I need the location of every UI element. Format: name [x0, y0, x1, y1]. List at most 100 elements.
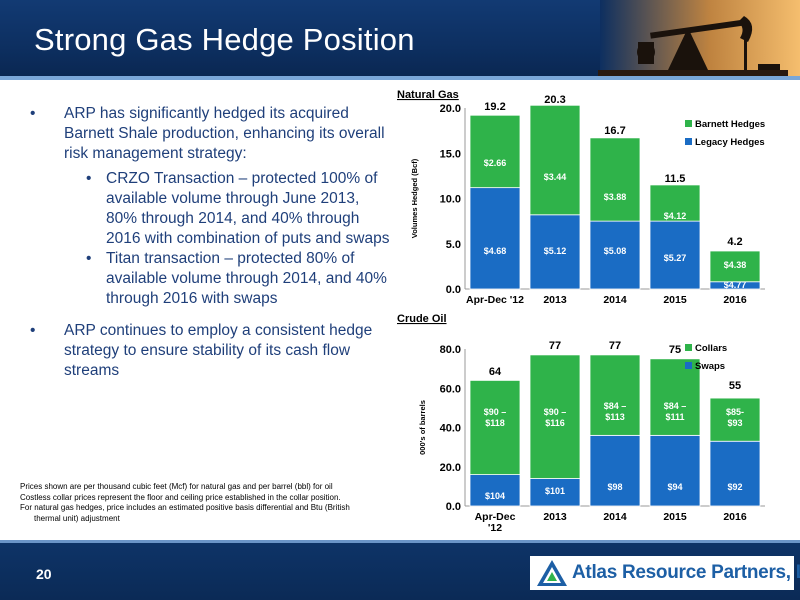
- slide-header: Strong Gas Hedge Position: [0, 0, 800, 80]
- data-label: $84 –: [664, 401, 687, 411]
- y-axis-label: 000's of barrels: [418, 400, 427, 455]
- data-label: $104: [485, 491, 505, 501]
- bar-legacy-hedges: [529, 214, 581, 290]
- data-label: $118: [485, 418, 505, 428]
- x-tick-label: Apr-Dec '12: [466, 294, 524, 306]
- x-tick-label: 2016: [723, 294, 747, 306]
- data-label: $4.68: [484, 246, 507, 256]
- footnote: thermal unit) adjustment: [34, 513, 120, 523]
- legend-swatch: [685, 362, 692, 369]
- x-tick-label: 2013: [543, 294, 567, 306]
- total-label: 64: [489, 366, 502, 378]
- total-label: 20.3: [544, 94, 565, 106]
- data-label: $2.66: [484, 158, 507, 168]
- footnotes: Prices shown are per thousand cubic feet…: [20, 482, 400, 524]
- bar-collars: [529, 354, 581, 479]
- chart-title: Crude Oil: [397, 313, 447, 325]
- bullet-icon: •: [30, 322, 36, 339]
- data-label: $93: [727, 418, 742, 428]
- data-label: $90 –: [484, 407, 507, 417]
- bar-collars: [649, 358, 701, 436]
- data-label: $4.77: [724, 280, 747, 290]
- data-label: $5.08: [604, 246, 627, 256]
- total-label: 55: [729, 380, 741, 392]
- y-tick-label: 10.0: [440, 194, 461, 206]
- data-label: $4.38: [724, 260, 747, 270]
- legend-label: Collars: [695, 343, 727, 354]
- bullet-text: ARP has significantly hedged its acquire…: [64, 105, 385, 162]
- data-label: $111: [665, 412, 684, 422]
- chart-title: Natural Gas: [397, 89, 459, 101]
- data-label: $90 –: [544, 407, 567, 417]
- sub-bullet-item: • CRZO Transaction – protected 100% of a…: [20, 169, 390, 249]
- sub-bullet-item: • Titan transaction – protected 80% of a…: [20, 249, 390, 309]
- data-label: $85-: [726, 407, 744, 417]
- x-tick-label: 2015: [663, 511, 687, 523]
- y-tick-label: 15.0: [440, 148, 461, 160]
- x-tick-label: 2014: [603, 511, 627, 523]
- total-label: 77: [549, 340, 561, 352]
- total-label: 16.7: [604, 125, 625, 137]
- data-label: $5.27: [664, 253, 687, 263]
- data-label: $4.12: [664, 211, 687, 221]
- bar-barnett-hedges: [709, 250, 761, 283]
- page-number: 20: [36, 566, 52, 582]
- natural-gas-chart: Natural Gas Volumes Hedged (Bcf) 0.0 5.0 10.…: [397, 89, 765, 306]
- y-axis-label: Volumes Hedged (Bcf): [410, 158, 419, 238]
- legend-label: Barnett Hedges: [695, 119, 765, 130]
- y-tick-label: 5.0: [446, 239, 461, 251]
- bar-swaps: [589, 434, 641, 507]
- bar-swaps: [649, 434, 701, 507]
- y-tick-label: 80.0: [440, 344, 461, 356]
- legend-label: Swaps: [695, 361, 725, 372]
- data-label: $5.12: [544, 246, 567, 256]
- legend-swatch: [685, 344, 692, 351]
- total-label: 11.5: [665, 173, 686, 185]
- footnote: For natural gas hedges, price includes a…: [20, 503, 350, 512]
- atlas-logo-icon: [537, 560, 567, 586]
- total-label: 77: [609, 340, 621, 352]
- company-logo: Atlas Resource Partners, L.P.: [530, 556, 800, 590]
- company-name: Atlas Resource Partners, L.P.: [572, 562, 800, 583]
- data-label: $101: [545, 486, 565, 496]
- bar-collars: [469, 380, 521, 475]
- data-label: $98: [607, 482, 622, 492]
- data-label: $116: [545, 418, 565, 428]
- bullet-list: • ARP has significantly hedged its acqui…: [20, 104, 390, 383]
- oil-pumpjack-icon: [598, 16, 788, 78]
- bullet-icon: •: [30, 105, 36, 122]
- bullet-icon: •: [86, 170, 92, 187]
- bar-barnett-hedges: [469, 114, 521, 189]
- y-tick-label: 0.0: [446, 284, 461, 296]
- x-tick-label: 2014: [603, 294, 627, 306]
- slide-title: Strong Gas Hedge Position: [34, 22, 415, 57]
- y-tick-label: 20.0: [440, 462, 461, 474]
- data-label: $3.88: [604, 192, 627, 202]
- data-label: $3.44: [544, 172, 567, 182]
- footer-stripe: [0, 540, 800, 543]
- data-label: $94: [667, 482, 682, 492]
- bar-legacy-hedges: [649, 220, 701, 290]
- y-tick-label: 0.0: [446, 501, 461, 513]
- y-tick-label: 40.0: [440, 423, 461, 435]
- bullet-item: • ARP continues to employ a consistent h…: [20, 321, 390, 381]
- y-tick-label: 60.0: [440, 383, 461, 395]
- x-tick-label: 2013: [543, 511, 567, 523]
- x-tick-label: '12: [488, 522, 502, 534]
- total-label: 75: [669, 344, 681, 356]
- legend-swatch: [685, 138, 692, 145]
- bullet-text: ARP continues to employ a consistent hed…: [64, 322, 373, 379]
- total-label: 19.2: [484, 101, 505, 113]
- crude-oil-chart: Crude Oil 000's of barrels 0.0 20.0 40.0 60.0…: [397, 313, 765, 534]
- bar-barnett-hedges: [529, 104, 581, 216]
- x-tick-label: 2016: [723, 511, 747, 523]
- bar-legacy-hedges: [469, 187, 521, 290]
- legend-swatch: [685, 120, 692, 127]
- legend-label: Legacy Hedges: [695, 137, 765, 148]
- bar-collars: [589, 354, 641, 436]
- bullet-text: Titan transaction – protected 80% of ava…: [106, 250, 387, 307]
- footnote: Prices shown are per thousand cubic feet…: [20, 482, 333, 491]
- bar-collars: [709, 397, 761, 442]
- bar-swaps: [709, 440, 761, 507]
